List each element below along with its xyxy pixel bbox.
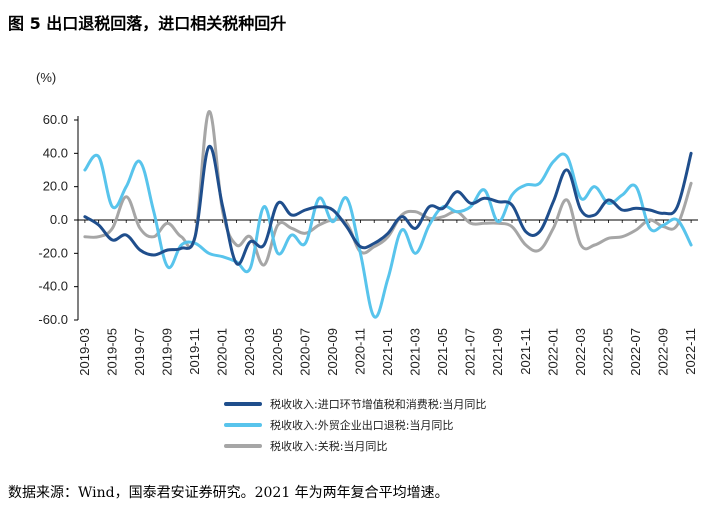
x-tick-label: 2022-09 xyxy=(656,328,671,376)
x-tick-label: 2021-07 xyxy=(463,328,478,376)
x-tick-label: 2019-11 xyxy=(187,328,202,375)
x-tick-label: 2019-07 xyxy=(132,328,147,376)
y-unit-label: (%) xyxy=(36,70,56,85)
legend-label-3: 税收收入:关税:当月同比 xyxy=(270,439,387,453)
legend-label-2: 税收收入:外贸企业出口退税:当月同比 xyxy=(270,418,453,432)
x-tick-label: 2022-07 xyxy=(628,328,643,376)
x-tick-label: 2021-05 xyxy=(435,328,450,376)
series-line-2 xyxy=(83,152,693,319)
y-tick-label: 40.0 xyxy=(43,145,68,160)
y-tick-label: -40.0 xyxy=(38,279,68,294)
legend-label-1: 税收收入:进口环节增值税和消费税:当月同比 xyxy=(270,397,486,411)
series-line-1 xyxy=(83,145,693,266)
x-tick-label: 2022-01 xyxy=(545,328,560,376)
chart-title: 图 5 出口退税回落，进口相关税种回升 xyxy=(8,14,287,33)
x-tick-label: 2022-03 xyxy=(573,328,588,376)
x-tick-label: 2021-01 xyxy=(380,328,395,376)
y-tick-label: -20.0 xyxy=(38,245,68,260)
x-tick-label: 2020-01 xyxy=(215,328,230,376)
x-tick-label: 2019-03 xyxy=(77,328,92,376)
data-source-note: 数据来源：Wind，国泰君安证券研究。2021 年为两年复合平均增速。 xyxy=(8,485,449,501)
x-tick-label: 2020-03 xyxy=(242,328,257,376)
x-tick-label: 2020-11 xyxy=(352,328,367,375)
x-tick-label: 2020-07 xyxy=(297,328,312,376)
y-tick-label: -60.0 xyxy=(38,312,68,327)
x-tick-label: 2021-03 xyxy=(408,328,423,376)
x-tick-label: 2021-11 xyxy=(518,328,533,375)
x-tick-label: 2020-05 xyxy=(270,328,285,376)
x-tick-label: 2022-05 xyxy=(600,328,615,376)
y-tick-label: 60.0 xyxy=(43,112,68,127)
x-tick-label: 2022-11 xyxy=(683,328,698,375)
x-tick-label: 2020-09 xyxy=(325,328,340,376)
y-tick-label: 0.0 xyxy=(50,212,68,227)
y-tick-label: 20.0 xyxy=(43,179,68,194)
x-tick-label: 2021-09 xyxy=(490,328,505,376)
x-tick-label: 2019-05 xyxy=(104,328,119,376)
series-line-3 xyxy=(83,110,693,267)
x-tick-label: 2019-09 xyxy=(160,328,175,376)
